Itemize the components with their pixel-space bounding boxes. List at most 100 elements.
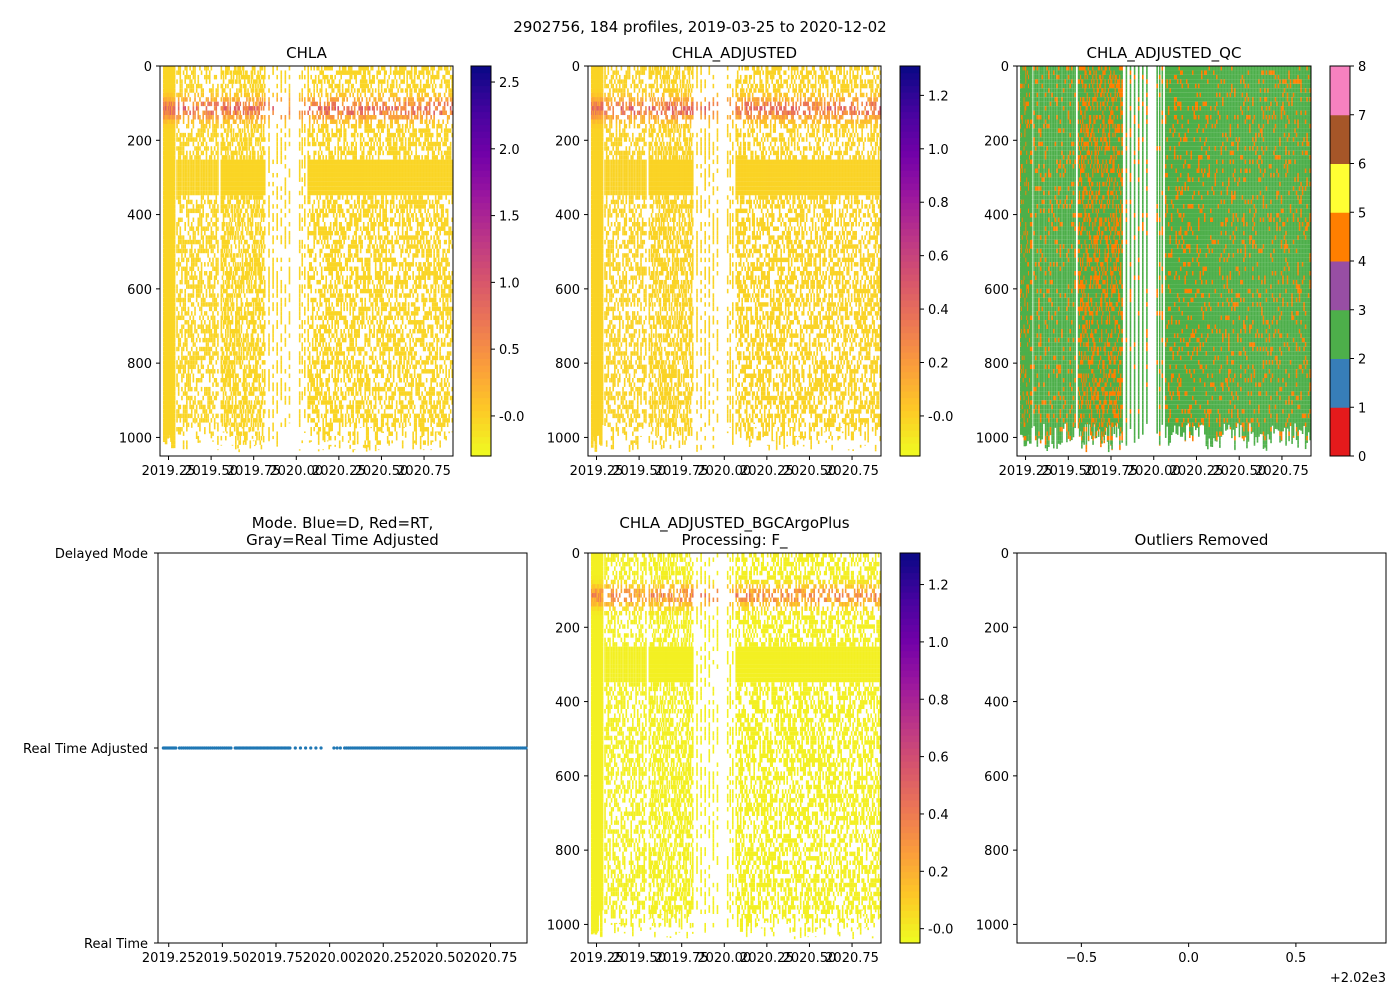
chla-cell (247, 199, 249, 205)
chla-cell (258, 248, 260, 254)
chla-cell (224, 230, 227, 236)
chla-cell (227, 306, 229, 312)
chla-cell (284, 230, 287, 236)
chla-cell (311, 266, 314, 272)
chla-cell (245, 395, 247, 401)
chla-cell (276, 66, 278, 71)
chla-cell (190, 128, 193, 133)
chla-cell (237, 391, 239, 396)
chla-cell (179, 288, 182, 294)
chla-cell (207, 190, 209, 196)
chla-cell (253, 271, 256, 276)
chla-cell (259, 284, 262, 289)
chla-cell (182, 409, 185, 414)
chla-cell (189, 181, 191, 187)
chla-cell (231, 386, 234, 392)
chla-cell (258, 271, 260, 276)
chla-cell (245, 186, 247, 191)
chla-cell (243, 422, 246, 428)
chla-cell (177, 342, 180, 347)
chla-cell (232, 409, 235, 414)
chla-cell (245, 378, 247, 383)
chla-cell (230, 208, 233, 214)
chla-cell (189, 168, 191, 173)
chla-cell (221, 355, 224, 361)
chla-cell (233, 275, 236, 280)
chla-cell (189, 275, 191, 280)
chla-cell (252, 391, 255, 396)
chla-cell (301, 128, 304, 133)
chla-cell (284, 297, 287, 303)
chla-cell (228, 320, 230, 325)
chla-cell (263, 293, 266, 298)
chla-cell (288, 279, 291, 285)
chla-cell (251, 208, 254, 214)
chla-cell (220, 444, 223, 446)
chla-cell (221, 275, 224, 280)
chla-cell (202, 115, 205, 120)
chla-cell (202, 164, 205, 169)
chla-cell (236, 427, 238, 432)
chla-cell (263, 119, 266, 124)
chla-cell (245, 177, 247, 182)
chla-cell (247, 79, 249, 84)
chla-profile-column (227, 66, 229, 423)
chla-cell (176, 315, 178, 321)
chla-cell (249, 444, 252, 449)
chla-cell (262, 386, 265, 392)
chla-cell (241, 342, 244, 347)
chla-cell (179, 83, 182, 89)
chla-cell (186, 208, 188, 214)
chla-cell (255, 123, 257, 129)
chla-cell (182, 413, 185, 419)
chla-cell (189, 150, 191, 156)
chla-cell (241, 360, 244, 365)
chla-cell (238, 333, 240, 338)
chla-cell (258, 253, 260, 258)
chla-cell (186, 66, 188, 71)
chla-cell (186, 418, 188, 423)
chla-cell (200, 262, 203, 267)
chla-cell (223, 204, 226, 209)
chla-cell (181, 159, 183, 165)
chla-cell (280, 115, 283, 120)
chla-cell (208, 123, 211, 129)
chla-cell (251, 164, 254, 169)
chla-cell (227, 239, 229, 245)
chla-cell (215, 181, 218, 187)
chla-cell (179, 235, 182, 240)
chla-cell (217, 208, 219, 214)
chla-cell (192, 360, 195, 365)
chla-cell (245, 435, 247, 441)
chla-cell (212, 204, 214, 209)
chla-cell (239, 391, 242, 396)
chla-cell (223, 409, 226, 414)
chla-cell (250, 123, 253, 129)
chla-cell (184, 177, 187, 182)
chla-cell (199, 119, 201, 124)
chla-cell (215, 262, 218, 267)
chla-cell (172, 159, 176, 165)
chla-cell (242, 440, 245, 445)
chla-cell (303, 208, 306, 214)
chla-cell (207, 342, 209, 347)
chla-cell (192, 115, 195, 120)
chla-cell (182, 297, 185, 303)
chla-cell (210, 208, 213, 214)
chla-cell (207, 400, 209, 405)
chla-cell (310, 418, 313, 423)
chla-cell (179, 88, 182, 93)
chla-cell (182, 172, 185, 178)
chla-cell (311, 177, 314, 182)
chla-cell (227, 253, 229, 258)
chla-cell (222, 391, 225, 396)
chla-cell (224, 208, 227, 214)
chla-cell (247, 284, 249, 289)
chla-cell (242, 271, 245, 276)
chla-cell (259, 83, 262, 89)
chla-cell (252, 66, 255, 71)
chla-cell (255, 297, 257, 303)
chla-cell (221, 422, 224, 427)
chla-cell (208, 306, 211, 312)
chla-cell (204, 164, 206, 169)
